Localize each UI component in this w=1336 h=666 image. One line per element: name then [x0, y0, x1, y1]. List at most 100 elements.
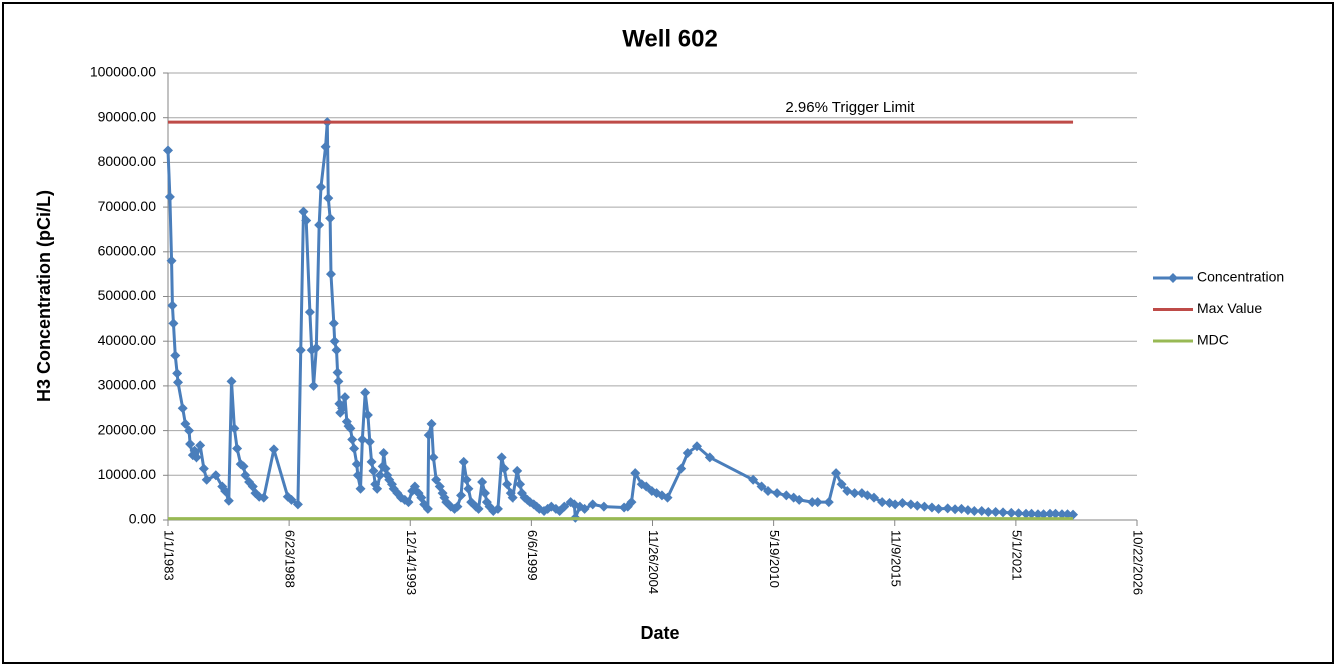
- data-point: [692, 441, 703, 452]
- y-tick-label: 50000.00: [98, 287, 157, 303]
- data-point: [201, 474, 212, 485]
- data-point: [823, 497, 834, 508]
- annotation: 2.96% Trigger Limit: [785, 99, 915, 116]
- data-point: [662, 492, 673, 503]
- legend-label: Concentration: [1197, 269, 1284, 285]
- legend-marker: [1168, 273, 1178, 283]
- data-point: [177, 403, 188, 414]
- legend-label: MDC: [1197, 332, 1229, 348]
- data-point: [496, 452, 507, 463]
- data-point: [360, 387, 371, 398]
- data-point: [337, 403, 348, 414]
- data-point: [762, 485, 773, 496]
- data-point: [976, 506, 987, 517]
- data-point: [794, 494, 805, 505]
- data-point: [807, 497, 818, 508]
- data-point: [286, 494, 297, 505]
- x-tick-label: 11/26/2004: [646, 530, 661, 594]
- data-point: [836, 479, 847, 490]
- data-point: [579, 503, 590, 514]
- data-point: [426, 418, 437, 429]
- data-point: [170, 350, 181, 361]
- data-point: [641, 481, 652, 492]
- data-point: [232, 443, 243, 454]
- x-tick-label: 1/1/1983: [162, 530, 177, 581]
- data-point: [1056, 509, 1067, 520]
- x-tick-label: 6/23/1988: [283, 530, 298, 588]
- data-point: [1013, 508, 1024, 519]
- data-point: [950, 504, 961, 515]
- data-point: [1068, 509, 1079, 520]
- y-tick-label: 20000.00: [98, 421, 157, 437]
- data-point: [292, 499, 303, 510]
- data-point: [345, 423, 356, 434]
- y-tick-label: 100000.00: [90, 64, 156, 80]
- data-point: [295, 345, 306, 356]
- data-point: [428, 452, 439, 463]
- data-point: [515, 479, 526, 490]
- y-axis-title: H3 Concentration (pCi/L): [34, 190, 54, 402]
- data-point: [403, 497, 414, 508]
- data-point: [355, 483, 366, 494]
- data-point: [990, 506, 1001, 517]
- x-tick-label: 12/14/1993: [404, 530, 419, 595]
- data-point: [374, 470, 385, 481]
- data-point: [191, 452, 202, 463]
- data-point: [1026, 508, 1037, 519]
- data-point: [168, 318, 179, 329]
- data-point: [479, 488, 490, 499]
- data-point: [956, 503, 967, 514]
- data-point: [357, 434, 368, 445]
- data-point: [868, 492, 879, 503]
- data-point: [473, 503, 484, 514]
- data-point: [240, 470, 251, 481]
- data-point: [507, 492, 518, 503]
- y-tick-label: 90000.00: [98, 108, 157, 124]
- y-tick-label: 80000.00: [98, 153, 157, 169]
- data-point: [163, 145, 173, 156]
- data-point: [559, 501, 570, 512]
- y-tick-label: 70000.00: [98, 198, 157, 214]
- x-tick-label: 11/9/2015: [888, 530, 903, 587]
- data-point: [422, 503, 433, 514]
- x-tick-label: 5/19/2010: [767, 530, 782, 588]
- data-point: [308, 380, 319, 391]
- data-point: [598, 501, 609, 512]
- data-point: [180, 418, 191, 429]
- data-point: [195, 440, 206, 451]
- data-point: [499, 463, 510, 474]
- data-point: [333, 376, 344, 387]
- data-point: [502, 479, 513, 490]
- data-point: [463, 483, 474, 494]
- data-point: [772, 488, 783, 499]
- data-point: [185, 439, 196, 450]
- data-point: [1062, 509, 1073, 520]
- data-point: [329, 336, 340, 347]
- data-point: [331, 345, 342, 356]
- data-point: [328, 318, 339, 329]
- data-point: [409, 481, 420, 492]
- data-point: [748, 474, 759, 485]
- data-point: [492, 503, 503, 514]
- data-point: [229, 423, 240, 434]
- data-point: [320, 141, 331, 152]
- data-point: [368, 465, 379, 476]
- y-tick-label: 60000.00: [98, 243, 157, 259]
- y-tick-label: 40000.00: [98, 332, 157, 348]
- data-point: [781, 490, 792, 501]
- data-point: [364, 436, 375, 447]
- data-point: [325, 269, 336, 280]
- data-point: [431, 474, 442, 485]
- data-point: [1050, 508, 1061, 519]
- data-point: [1006, 507, 1017, 518]
- data-point: [912, 500, 923, 511]
- data-point: [842, 485, 853, 496]
- data-point: [166, 255, 177, 266]
- data-point: [1020, 508, 1031, 519]
- data-point: [238, 461, 249, 472]
- data-point: [897, 498, 908, 509]
- data-point: [349, 443, 360, 454]
- data-point: [933, 503, 944, 514]
